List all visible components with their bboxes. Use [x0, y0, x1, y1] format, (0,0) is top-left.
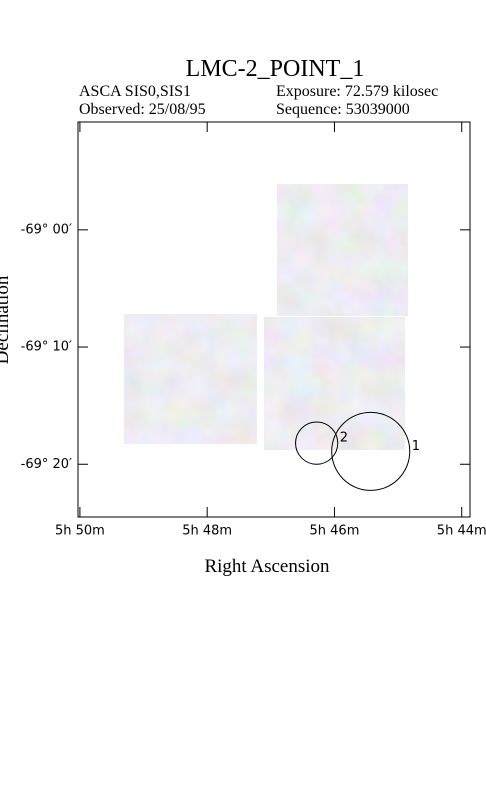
image-field [264, 317, 405, 450]
source-label: 2 [340, 431, 348, 446]
y-tick-label: -69° 00′ [21, 222, 72, 237]
image-field [277, 184, 408, 316]
x-tick-label: 5h 46m [310, 524, 360, 539]
x-tick-label: 5h 48m [182, 524, 232, 539]
x-tick-label: 5h 44m [437, 524, 486, 539]
source-label: 1 [412, 439, 420, 454]
image-field [124, 314, 257, 444]
exposure: Exposure: 72.579 kilosec [276, 83, 438, 100]
y-tick-label: -69° 10′ [21, 340, 72, 355]
x-tick-label: 5h 50m [55, 524, 105, 539]
plot-frame [77, 121, 471, 518]
chart-title: LMC-2_POINT_1 [186, 56, 365, 82]
instrument: ASCA SIS0,SIS1 [79, 83, 191, 100]
source-region [331, 411, 411, 491]
observed: Observed: 25/08/95 [79, 101, 206, 118]
x-axis-label: Right Ascension [204, 556, 330, 577]
source-region [295, 421, 339, 465]
y-axis-label: Declination [0, 275, 13, 364]
y-tick-label: -69° 20′ [21, 457, 72, 472]
sequence: Sequence: 53039000 [276, 101, 410, 118]
